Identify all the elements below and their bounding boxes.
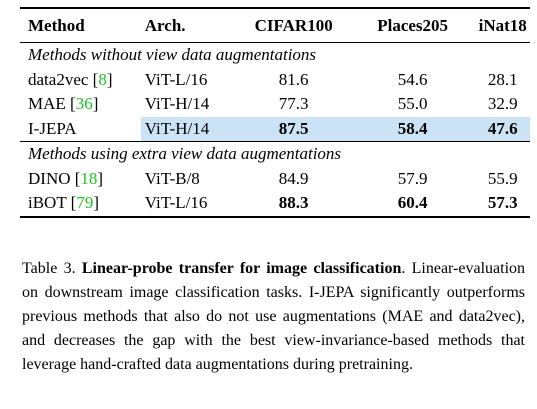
cite-bracket: ] (92, 94, 99, 114)
cite-bracket: [ (92, 69, 99, 89)
method-name: iBOT (28, 193, 67, 213)
caption-body: . Linear-evaluation on downstream image … (22, 260, 526, 373)
data-row: I-JEPA ViT-H/14 87.5 58.4 47.6 (20, 116, 530, 142)
method-cell: DINO [18] (20, 167, 141, 192)
cite-ref: 18 (80, 168, 98, 188)
value-cell: 55.9 (487, 168, 518, 188)
arch-cell: ViT-H/14 (140, 116, 238, 142)
caption-title: Linear-probe transfer for image classifi… (81, 260, 402, 277)
value-cell: 57.3 (475, 191, 530, 218)
section-title: Methods using extra view data augmentati… (20, 141, 530, 167)
cite-bracket: [ (74, 168, 81, 188)
method-cell: I-JEPA (20, 117, 141, 142)
column-header: iNat18 (475, 7, 530, 43)
value-cell: 58.4 (349, 116, 476, 142)
value-cell: 84.9 (278, 168, 309, 188)
value-cell: 77.3 (278, 94, 309, 114)
data-row: data2vec [8] ViT-L/16 81.6 54.6 28.1 (20, 68, 530, 93)
method-cell: iBOT [79] (20, 191, 141, 218)
method-cell: data2vec [8] (20, 68, 141, 93)
method-name: data2vec (28, 69, 89, 89)
data-row: MAE [36] ViT-H/14 77.3 55.0 32.9 (20, 92, 530, 117)
header-row: Method Arch. CIFAR100 Places205 iNat18 (20, 7, 530, 43)
value-cell: 60.4 (349, 191, 476, 218)
column-header: Arch. (140, 7, 238, 43)
section-row: Methods without view data augmentations (20, 43, 530, 68)
column-header: Places205 (349, 7, 476, 43)
section-row: Methods using extra view data augmentati… (20, 141, 530, 167)
value-cell: 32.9 (487, 94, 518, 114)
caption: Table 3. Linear-probe transfer for image… (22, 257, 525, 377)
cite-ref: 79 (76, 193, 94, 213)
cite-ref: 36 (75, 94, 93, 114)
arch-cell: ViT-B/8 (144, 168, 200, 188)
value-cell: 47.6 (475, 116, 530, 142)
cite-bracket: [ (70, 193, 77, 213)
column-header: CIFAR100 (237, 7, 350, 43)
method-name: MAE (28, 94, 66, 114)
value-cell: 88.3 (237, 191, 350, 218)
arch-cell: ViT-L/16 (144, 69, 208, 89)
results-table: Method Arch. CIFAR100 Places205 iNat18 Metho… (20, 7, 530, 218)
cite-ref: 8 (98, 69, 107, 89)
table-header: Method Arch. CIFAR100 Places205 iNat18 (20, 7, 530, 43)
data-row: DINO [18] ViT-B/8 84.9 57.9 55.9 (20, 167, 530, 192)
value-cell: 87.5 (237, 116, 350, 142)
cite-bracket: ] (97, 168, 104, 188)
method-name: I-JEPA (28, 118, 77, 138)
data-row: iBOT [79] ViT-L/16 88.3 60.4 57.3 (20, 191, 530, 218)
table-body: Methods without view data augmentations d… (20, 43, 530, 218)
method-cell: MAE [36] (20, 92, 141, 117)
column-header: Method (20, 7, 141, 43)
value-cell: 57.9 (397, 168, 428, 188)
method-name: DINO (28, 168, 71, 188)
cite-bracket: [ (70, 94, 76, 114)
cite-bracket: ] (106, 69, 113, 89)
arch-cell: ViT-L/16 (140, 191, 238, 218)
section-title: Methods without view data augmentations (28, 45, 317, 65)
arch-cell: ViT-H/14 (144, 94, 210, 114)
value-cell: 55.0 (397, 94, 428, 114)
cite-bracket: ] (93, 193, 100, 213)
caption-label: Table 3. (22, 260, 76, 277)
value-cell: 81.6 (278, 69, 309, 89)
value-cell: 28.1 (487, 69, 518, 89)
value-cell: 54.6 (397, 69, 428, 89)
